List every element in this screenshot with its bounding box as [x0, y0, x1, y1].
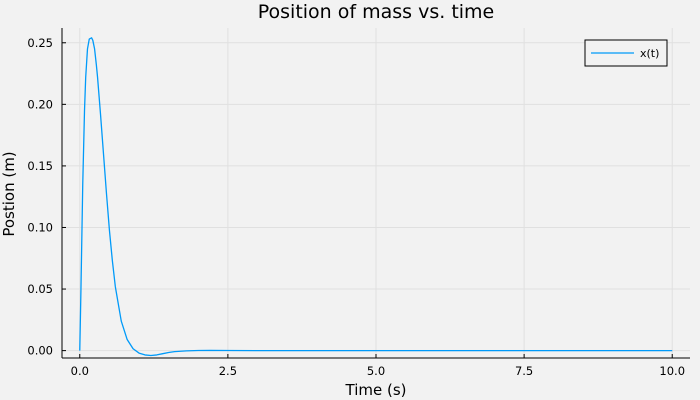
legend: x(t) [584, 39, 668, 67]
y-tick-label: 0.25 [27, 36, 53, 50]
x-axis-label: Time (s) [345, 381, 407, 399]
series-layer [79, 37, 673, 357]
x-tick-label: 0.0 [71, 364, 89, 378]
x-tick-label: 10.0 [659, 364, 685, 378]
y-tick-label: 0.00 [27, 344, 53, 358]
chart-title: Position of mass vs. time [258, 1, 495, 23]
ticks-layer: 0.0 2.5 5.0 7.5 10.0 0.00 0.05 0.10 0.15 0.20 0.25 [27, 36, 685, 378]
x-tick-label: 5.0 [367, 364, 385, 378]
y-tick-label: 0.10 [27, 220, 53, 234]
x-tick-label: 2.5 [219, 364, 237, 378]
x-tick-label: 7.5 [515, 364, 533, 378]
y-tick-label: 0.05 [27, 282, 53, 296]
y-tick-label: 0.20 [27, 97, 53, 111]
legend-label: x(t) [640, 47, 659, 60]
y-axis-label: Postion (m) [0, 151, 18, 236]
grid-layer [62, 28, 690, 358]
y-tick-label: 0.15 [27, 159, 53, 173]
series-line-x-t [79, 37, 673, 357]
